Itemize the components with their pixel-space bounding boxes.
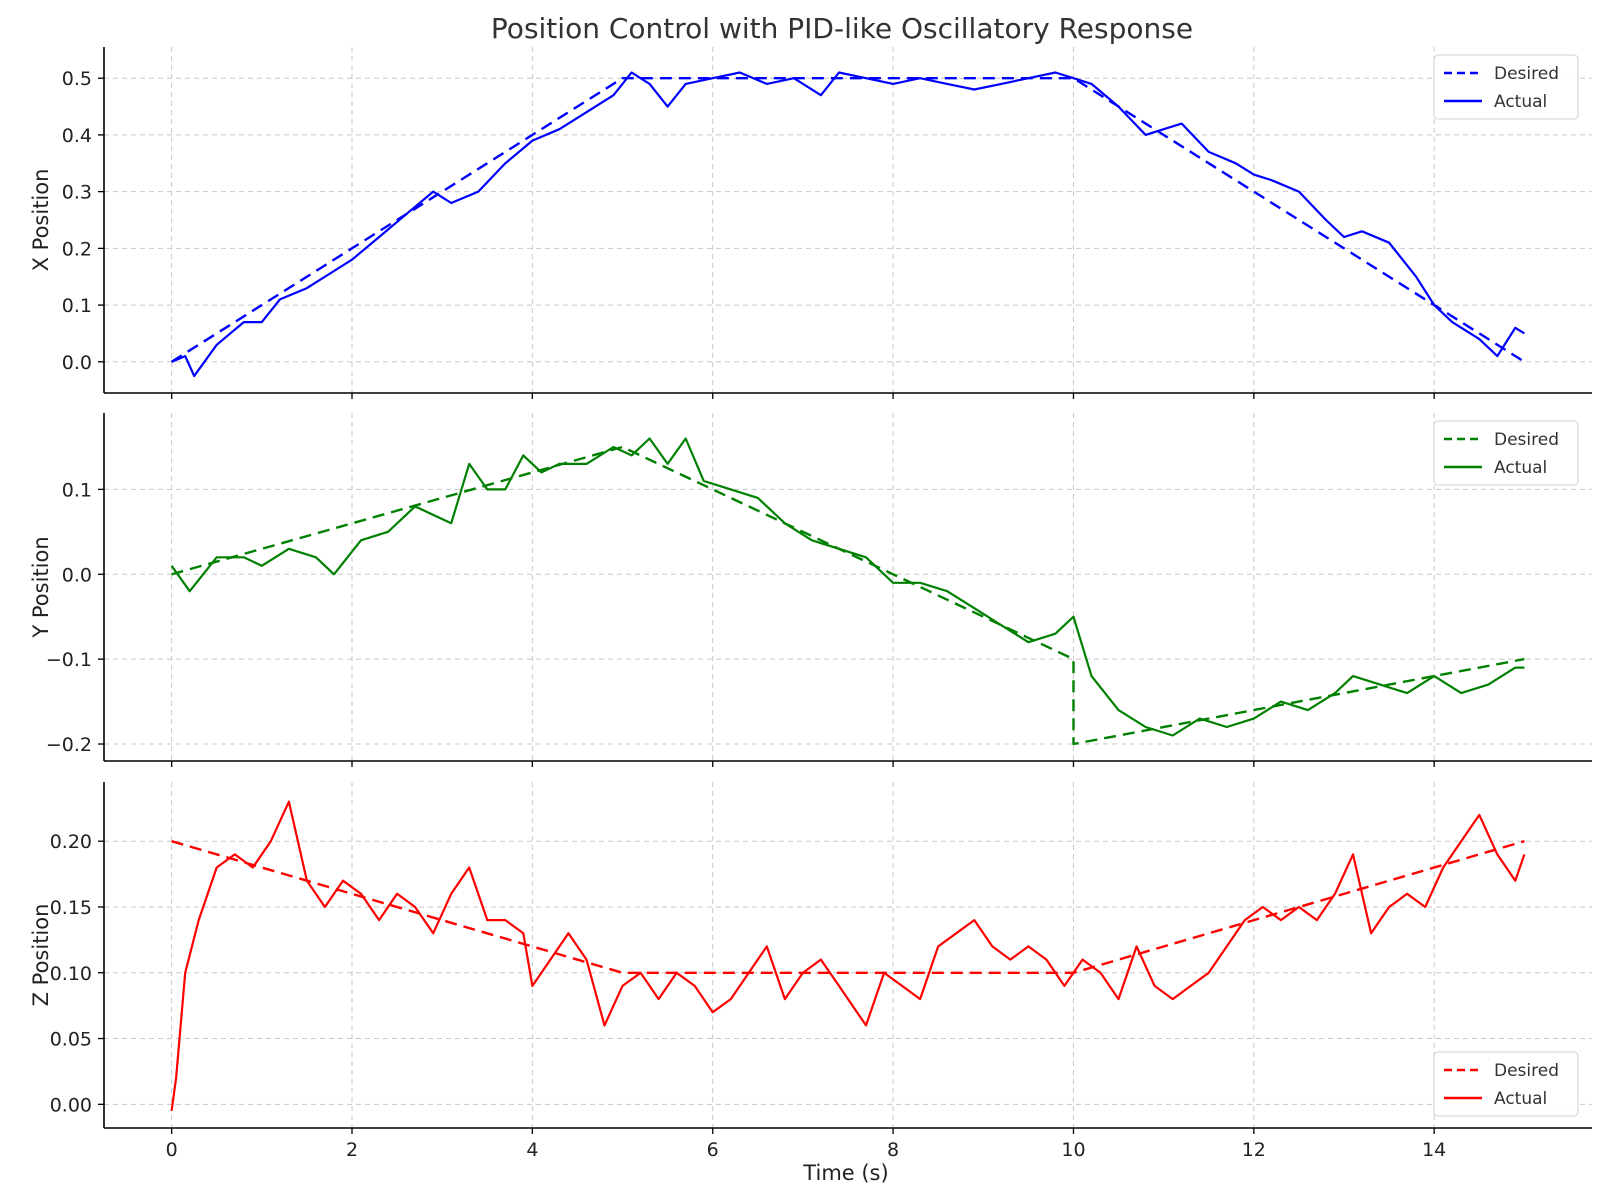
x-tick-label: 10 — [1061, 1139, 1085, 1161]
x-tick-label: 8 — [887, 1139, 899, 1161]
series-actual-line — [170, 437, 1525, 737]
y-tick-label: 0.0 — [62, 352, 92, 374]
y-tick-label: −0.2 — [46, 734, 92, 756]
legend-label-actual: Actual — [1494, 92, 1547, 112]
series-desired-line — [170, 76, 1526, 363]
y-tick-label: 0.1 — [62, 295, 92, 317]
x-tick-label: 4 — [526, 1139, 538, 1161]
series-actual-line — [170, 800, 1526, 1112]
y-tick-label: 0.10 — [50, 963, 92, 985]
panel-1: 0.0 0.1 0.2 0.3 0.4 0.5 X Position Desired Actua… — [29, 47, 1592, 399]
x-axis-label: Time (s) — [802, 1161, 888, 1185]
x-tick-label: 0 — [166, 1139, 178, 1161]
chart-title: Position Control with PID-like Oscillato… — [491, 12, 1193, 45]
legend-label-actual: Actual — [1494, 1089, 1547, 1109]
y-tick-label: 0.5 — [62, 68, 92, 90]
y-axis-label: X Position — [29, 169, 53, 272]
legend: Desired Actual — [1433, 420, 1579, 486]
legend-box — [1433, 54, 1579, 120]
x-tick-label: 14 — [1422, 1139, 1446, 1161]
panels: 0.0 0.1 0.2 0.3 0.4 0.5 X Position Desired Actua… — [29, 47, 1592, 1161]
y-tick-label: 0.00 — [50, 1094, 92, 1116]
series-desired-line — [171, 445, 1525, 746]
y-axis-label: Z Position — [29, 904, 53, 1007]
legend: Desired Actual — [1433, 1051, 1579, 1117]
legend-box — [1433, 1051, 1579, 1117]
legend-label-desired: Desired — [1494, 1061, 1559, 1081]
y-axis-label: Y Position — [29, 536, 53, 638]
panel-3: 0.00 0.05 0.10 0.15 0.20 0 2 4 6 8 10 12 14 Z Positio… — [29, 782, 1592, 1161]
y-tick-label: 0.15 — [50, 897, 92, 919]
series-actual-line — [171, 71, 1525, 378]
y-tick-label: −0.1 — [46, 649, 92, 671]
y-tick-label: 0.3 — [62, 182, 92, 204]
x-tick-label: 6 — [707, 1139, 719, 1161]
y-tick-label: 0.1 — [62, 479, 92, 501]
y-tick-label: 0.0 — [62, 564, 92, 586]
panel-2: −0.2 −0.1 0.0 0.1 Y Position Desired Actual — [29, 413, 1592, 767]
series-desired-line — [171, 840, 1525, 974]
x-tick-label: 2 — [346, 1139, 358, 1161]
y-tick-label: 0.20 — [50, 831, 92, 853]
legend-label-desired: Desired — [1494, 430, 1559, 450]
y-tick-label: 0.05 — [50, 1029, 92, 1051]
legend-label-desired: Desired — [1494, 64, 1559, 84]
y-tick-label: 0.2 — [62, 238, 92, 260]
y-tick-label: 0.4 — [62, 125, 92, 147]
legend: Desired Actual — [1433, 54, 1579, 120]
legend-label-actual: Actual — [1494, 458, 1547, 478]
legend-box — [1433, 420, 1579, 486]
x-tick-label: 12 — [1242, 1139, 1266, 1161]
